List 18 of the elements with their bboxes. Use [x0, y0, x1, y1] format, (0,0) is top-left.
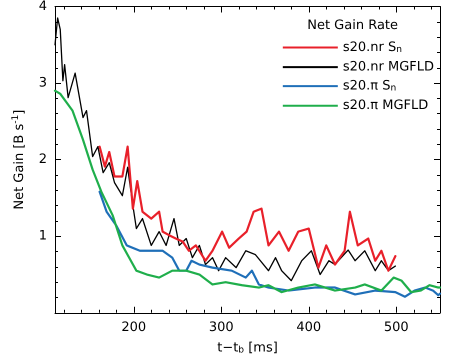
line-series	[98, 146, 396, 272]
y-tick-label: 3	[38, 76, 47, 91]
x-axis-title: t−tb [ms]	[217, 340, 278, 356]
y-axis-title: Net Gain [B s-1]	[11, 110, 27, 210]
y-tick-label: 2	[38, 152, 47, 168]
legend-label: s20.nr Sn	[342, 40, 402, 56]
x-tick-label: 400	[296, 320, 322, 335]
x-tick-label: 500	[384, 320, 409, 335]
legend-title: Net Gain Rate	[307, 18, 398, 33]
legend-label: s20.π MGFLD	[342, 98, 428, 114]
x-tick-label: 300	[208, 320, 234, 335]
legend-label: s20.nr MGFLD	[342, 60, 434, 75]
legend-label: s20.π Sn	[342, 78, 396, 94]
x-tick-label: 200	[121, 320, 146, 335]
line-series	[54, 90, 442, 294]
y-tick-label: 4	[38, 0, 47, 14]
y-tick-label: 1	[38, 228, 47, 244]
line-series	[98, 190, 442, 298]
